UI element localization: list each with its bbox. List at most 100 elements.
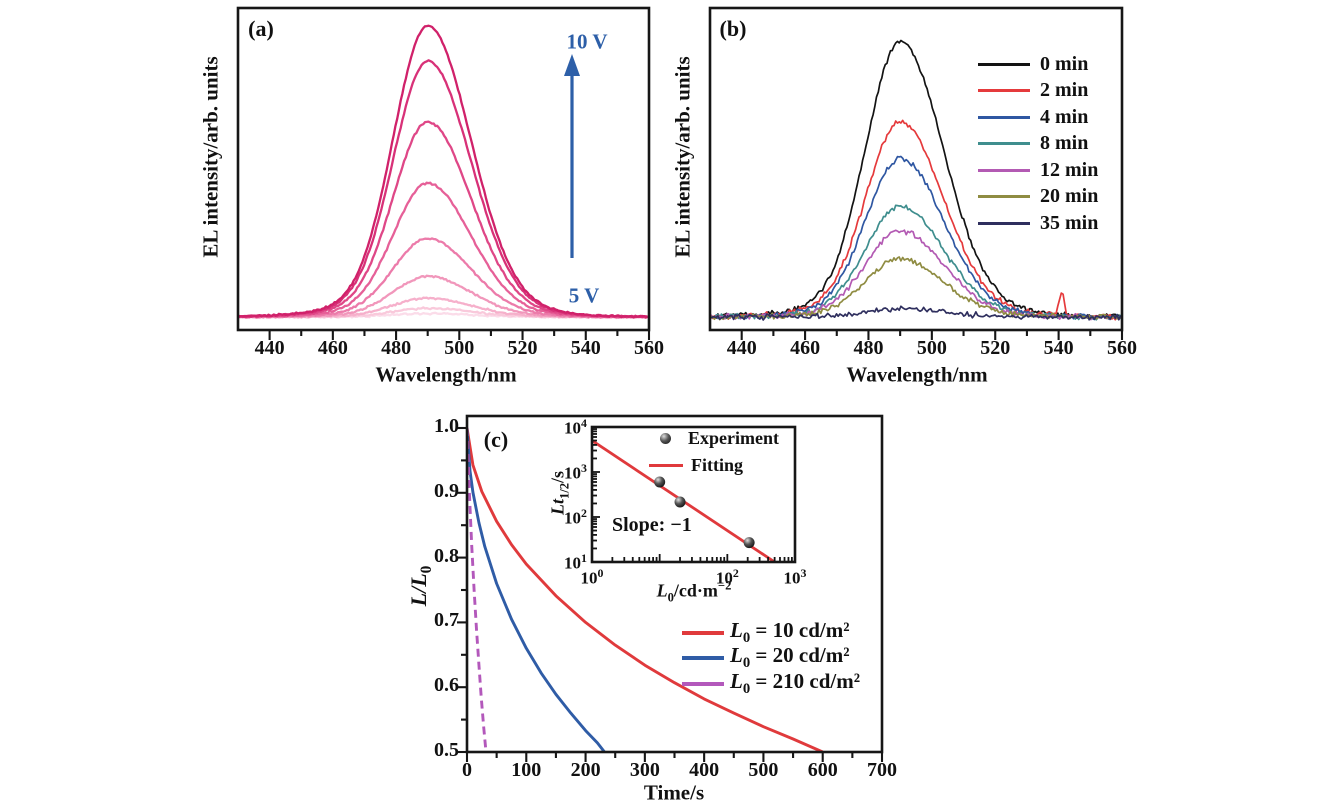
tick-label: 700 [867, 759, 897, 781]
legend-label-8min: 8 min [1040, 131, 1089, 154]
panel-c-ylabel-symbol: L/L [405, 573, 431, 607]
legend-item-L0-20: L0 = 20 cd/m² [682, 643, 850, 672]
tick-label: 500 [748, 759, 779, 781]
decay-curve-1 [468, 427, 606, 751]
experiment-point-1 [674, 496, 686, 508]
tick-label: 0.5 [434, 739, 459, 761]
tick-label: 560 [1107, 337, 1137, 359]
tick-label: 103 [783, 566, 807, 588]
inset-xlabel: L0/cd·m−2 [657, 579, 732, 606]
inset-legend-item-fitting: Fitting [649, 454, 743, 476]
legend-label-35min: 35 min [1040, 211, 1099, 234]
tick-label: 540 [1043, 337, 1074, 359]
legend-swatch-12min [978, 168, 1030, 172]
tick-label: 0.8 [434, 544, 459, 567]
tick-label: 440 [254, 337, 285, 359]
slope-annotation: Slope: −1 [612, 514, 692, 536]
tick-label: 102 [564, 506, 587, 528]
legend-swatch-2min [978, 88, 1030, 92]
tick-label: 300 [629, 759, 660, 781]
decay-curve-2 [468, 427, 488, 751]
panel-b-curve-6 [711, 305, 1121, 321]
tick-label: 200 [570, 759, 601, 781]
legend-label-L0-10: L0 = 10 cd/m² [730, 618, 850, 647]
tick-label: 520 [980, 337, 1011, 359]
tick-label: 0.9 [434, 479, 459, 502]
tick-label: 1.0 [434, 415, 459, 437]
panel-b-curve-4 [711, 229, 1121, 321]
experiment-point-0 [654, 476, 666, 488]
tick-label: 460 [790, 337, 821, 359]
tick-label: 480 [381, 337, 412, 359]
legend-label-2min: 2 min [1040, 78, 1089, 101]
tick-label: 102 [715, 566, 739, 588]
inset-legend-item-experiment: Experiment [660, 427, 779, 449]
legend-swatch-35min [978, 221, 1030, 225]
panel-c-ylabel: L/L0 [406, 566, 436, 607]
legend-value: = 210 cd/m² [750, 669, 861, 694]
panel-b-frame [708, 6, 1124, 332]
legend-label-0min: 0 min [1040, 52, 1089, 75]
tick-label: 0.6 [434, 674, 459, 697]
legend-item-L0-210: L0 = 210 cd/m² [682, 669, 860, 698]
legend-symbol: L [730, 669, 743, 694]
tick-label: 0 [462, 759, 472, 781]
tick-label: 560 [634, 337, 664, 359]
legend-swatch-L0-10 [682, 631, 724, 635]
legend-label-L0-20: L0 = 20 cd/m² [730, 643, 850, 672]
legend-value: = 10 cd/m² [750, 618, 850, 643]
legend-swatch-0min [978, 62, 1030, 66]
legend-item-0min: 0 min [978, 51, 1088, 77]
inset-xlabel-symbol: L [656, 580, 668, 601]
legend-item-12min: 12 min [978, 157, 1098, 183]
panel-a-ylabel: EL intensity/arb. units [198, 56, 223, 258]
inset-legend-label-fitting: Fitting [691, 454, 743, 475]
experiment-marker-icon [660, 432, 671, 444]
tick-label: 540 [570, 337, 601, 359]
legend-item-8min: 8 min [978, 130, 1088, 156]
legend-swatch-L0-20 [682, 656, 724, 660]
panel-c-xlabel: Time/s [643, 780, 705, 805]
legend-swatch-4min [978, 115, 1030, 119]
inset-xlabel-superscript: −2 [717, 578, 732, 593]
legend-item-4min: 4 min [978, 104, 1088, 130]
legend-symbol: L [730, 618, 743, 643]
legend-item-35min: 35 min [978, 210, 1098, 236]
tick-label: 500 [444, 337, 475, 359]
legend-label-20min: 20 min [1040, 184, 1099, 207]
inset-frame [590, 425, 797, 564]
panel-a-label: (a) [248, 16, 274, 41]
tick-label: 600 [807, 759, 838, 781]
legend-item-20min: 20 min [978, 183, 1098, 209]
legend-label-4min: 4 min [1040, 105, 1089, 128]
experiment-point-2 [743, 537, 755, 549]
tick-label: 500 [916, 337, 947, 359]
legend-label-L0-210: L0 = 210 cd/m² [730, 669, 860, 698]
legend-item-L0-10: L0 = 10 cd/m² [682, 618, 850, 647]
fitting-line-swatch [649, 463, 683, 467]
legend-value: = 20 cd/m² [750, 643, 850, 668]
tick-label: 100 [511, 759, 542, 781]
tick-label: 440 [726, 337, 757, 359]
legend-subscript: 0 [742, 655, 751, 672]
legend-swatch-8min [978, 141, 1030, 145]
tick-label: 100 [580, 566, 604, 588]
legend-label-12min: 12 min [1040, 158, 1099, 181]
panel-c-label: (c) [483, 427, 509, 452]
panel-a-xlabel: Wavelength/nm [375, 362, 517, 387]
panel-a-curve-8 [239, 24, 648, 319]
inset-xlabel-subscript: 0 [667, 590, 674, 605]
tick-label: 480 [853, 337, 884, 359]
legend-swatch-L0-210 [682, 682, 724, 686]
voltage-arrow-bottom-label: 5 V [568, 283, 600, 308]
tick-label: 104 [564, 416, 587, 438]
legend-item-2min: 2 min [978, 77, 1088, 103]
decay-curve-0 [468, 427, 824, 751]
voltage-arrow-head-icon [564, 54, 580, 76]
legend-swatch-20min [978, 194, 1030, 198]
tick-label: 400 [689, 759, 720, 781]
panel-b-xlabel: Wavelength/nm [846, 362, 988, 387]
legend-subscript: 0 [742, 681, 751, 698]
